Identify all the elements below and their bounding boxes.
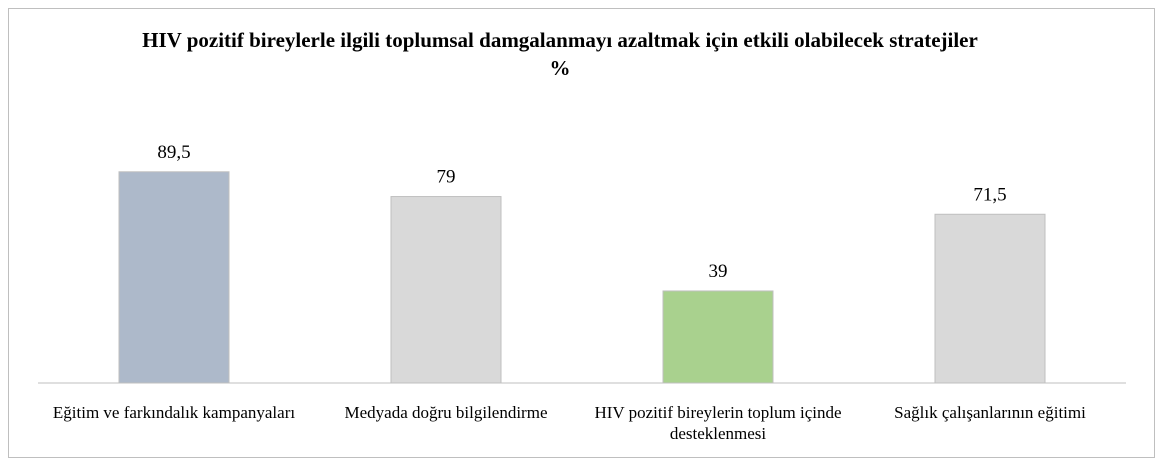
value-label: 39 xyxy=(709,261,728,282)
x-tick-label: Eğitim ve farkındalık kampanyaları xyxy=(52,403,296,422)
bar xyxy=(662,290,774,384)
bar xyxy=(118,171,230,384)
value-label: 89,5 xyxy=(157,142,190,163)
x-tick-label: Sağlık çalışanlarının eğitimi xyxy=(894,403,1086,422)
bar xyxy=(934,213,1046,384)
x-tick-label: Medyada doğru bilgilendirme xyxy=(344,403,548,422)
bar xyxy=(390,196,502,384)
chart-title: HIV pozitif bireylerle ilgili toplumsal … xyxy=(142,28,978,80)
value-label: 79 xyxy=(437,167,456,188)
value-label: 71,5 xyxy=(973,184,1006,205)
x-tick-label: HIV pozitif bireylerin toplum içinde des… xyxy=(594,403,842,443)
chart-frame xyxy=(8,8,1155,458)
